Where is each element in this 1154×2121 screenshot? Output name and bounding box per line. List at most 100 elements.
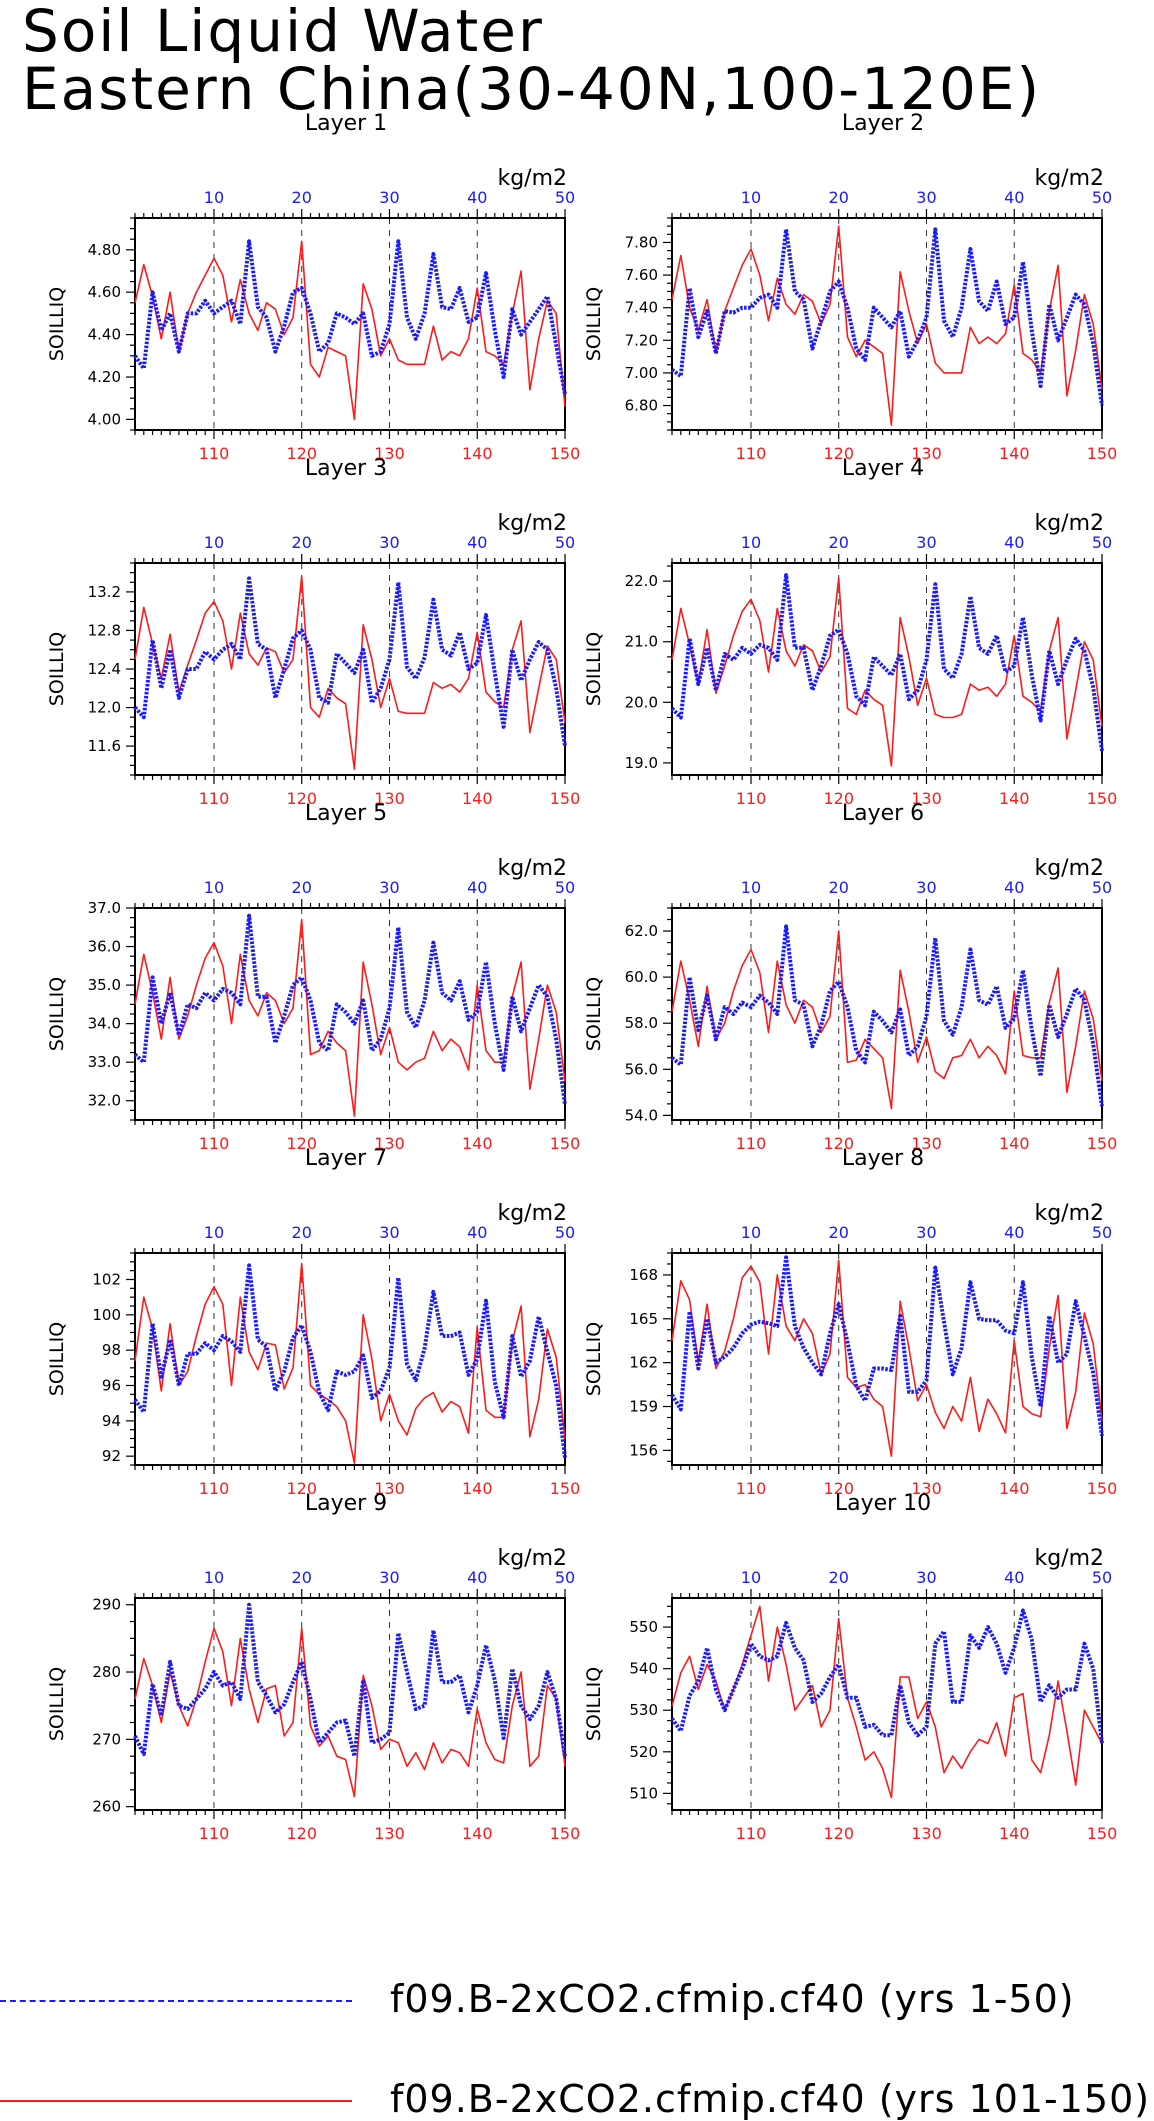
panel-4-xtick-label-bottom: 120 <box>823 789 854 808</box>
panel-10-xtick-label-bottom: 150 <box>1087 1824 1118 1843</box>
panel-10-title: Layer 10 <box>835 1491 931 1516</box>
panel-4-xtick-label-top: 40 <box>1004 533 1024 552</box>
panel-4-xtick-label-top: 50 <box>1092 533 1112 552</box>
panel-5-xtick-label-top: 10 <box>204 878 224 897</box>
panel-9-xtick-label-top: 10 <box>204 1568 224 1587</box>
panel-1-ylabel: SOILLIQ <box>46 287 68 361</box>
panel-1-ytick-label: 4.20 <box>88 368 121 386</box>
panel-6-frame <box>671 907 1103 1121</box>
panel-1-top-unit: kg/m2 <box>497 166 567 191</box>
panel-9-xtick-label-top: 50 <box>555 1568 575 1587</box>
panel-8-xtick-label-bottom: 110 <box>736 1479 767 1498</box>
panel-3-xtick-label-top: 30 <box>379 533 399 552</box>
panel-2-ytick-label: 7.80 <box>625 233 658 251</box>
panel-6-xtick-label-bottom: 150 <box>1087 1134 1118 1153</box>
legend-line-blue <box>0 2000 352 2002</box>
panel-8-ytick-label: 162 <box>629 1354 658 1372</box>
panel-2-xtick-label-bottom: 140 <box>999 444 1030 463</box>
panel-10-xtick-label-top: 50 <box>1092 1568 1112 1587</box>
panel-3-ytick-label: 11.6 <box>88 737 121 755</box>
panel-9-top-unit: kg/m2 <box>497 1546 567 1571</box>
panel-2-xtick-label-top: 30 <box>916 188 936 207</box>
panel-3-ytick-label: 13.2 <box>88 583 121 601</box>
panel-9-ytick-label: 270 <box>92 1730 121 1748</box>
panel-4-xtick-label-top: 30 <box>916 533 936 552</box>
panel-9-xtick-label-bottom: 130 <box>374 1824 405 1843</box>
panel-5-xtick-label-top: 40 <box>467 878 487 897</box>
panel-1-xtick-label-top: 40 <box>467 188 487 207</box>
panel-9-xtick-label-bottom: 140 <box>462 1824 493 1843</box>
panel-2-series-blue-line <box>670 227 1104 406</box>
panel-4-ylabel: SOILLIQ <box>583 632 605 706</box>
panel-4-xtick-label-top: 10 <box>741 533 761 552</box>
panel-2-ytick-label: 7.40 <box>625 299 658 317</box>
panel-7-xtick-label-bottom: 110 <box>199 1479 230 1498</box>
panel-5-xtick-label-bottom: 150 <box>550 1134 581 1153</box>
panel-1-ytick-label: 4.60 <box>88 283 121 301</box>
panel-8-ytick-label: 165 <box>629 1310 658 1328</box>
panel-4-ytick-label: 19.0 <box>625 754 658 772</box>
panel-2-ytick-label: 6.80 <box>625 397 658 415</box>
panel-6-ytick-label: 56.0 <box>625 1060 658 1078</box>
panel-7-xtick-label-bottom: 120 <box>286 1479 317 1498</box>
panel-4-xtick-label-bottom: 130 <box>911 789 942 808</box>
panel-5-ytick-label: 33.0 <box>88 1053 121 1071</box>
panel-8-frame <box>671 1252 1103 1466</box>
legend-label-red: f09.B-2xCO2.cfmip.cf40 (yrs 101-150) <box>390 2077 1151 2121</box>
panel-9-xtick-label-bottom: 150 <box>550 1824 581 1843</box>
panel-6-xtick-label-top: 30 <box>916 878 936 897</box>
panel-8-xtick-label-bottom: 120 <box>823 1479 854 1498</box>
panel-3-xtick-label-top: 10 <box>204 533 224 552</box>
panel-2-xtick-label-top: 10 <box>741 188 761 207</box>
panel-8-xtick-label-bottom: 150 <box>1087 1479 1118 1498</box>
panel-10-top-unit: kg/m2 <box>1034 1546 1104 1571</box>
panel-6-xtick-label-bottom: 110 <box>736 1134 767 1153</box>
panel-3-ytick-label: 12.0 <box>88 699 121 717</box>
panel-9-ytick-label: 260 <box>92 1798 121 1816</box>
panel-9-xtick-label-bottom: 120 <box>286 1824 317 1843</box>
panel-2-frame <box>671 217 1103 431</box>
panel-4-xtick-label-top: 20 <box>829 533 849 552</box>
panel-6-xtick-label-bottom: 130 <box>911 1134 942 1153</box>
panel-7-xtick-label-top: 30 <box>379 1223 399 1242</box>
panel-3-frame <box>134 562 566 776</box>
panel-3-ytick-label: 12.8 <box>88 621 121 639</box>
panel-7-ylabel: SOILLIQ <box>46 1322 68 1396</box>
panel-9-ytick-label: 280 <box>92 1663 121 1681</box>
panel-6-top-unit: kg/m2 <box>1034 856 1104 881</box>
panel-8-ylabel: SOILLIQ <box>583 1322 605 1396</box>
panel-1-xtick-label-bottom: 120 <box>286 444 317 463</box>
panel-10-ytick-label: 550 <box>629 1618 658 1636</box>
panel-6-ytick-label: 58.0 <box>625 1014 658 1032</box>
panel-4-title: Layer 4 <box>842 456 924 481</box>
panel-6-ylabel: SOILLIQ <box>583 977 605 1051</box>
panel-3-xtick-label-top: 20 <box>292 533 312 552</box>
panel-9-series-blue-line <box>133 1602 567 1759</box>
panel-5-xtick-label-top: 30 <box>379 878 399 897</box>
panel-9-title: Layer 9 <box>305 1491 387 1516</box>
panel-6-xtick-label-top: 20 <box>829 878 849 897</box>
panel-2-title: Layer 2 <box>842 111 924 136</box>
panel-1-title: Layer 1 <box>305 111 387 136</box>
panel-7-ytick-label: 100 <box>92 1306 121 1324</box>
panel-9-xtick-label-top: 20 <box>292 1568 312 1587</box>
panel-7-ytick-label: 92 <box>102 1447 121 1465</box>
panel-9-frame <box>134 1597 566 1811</box>
panel-10-xtick-label-top: 10 <box>741 1568 761 1587</box>
panel-5-ytick-label: 35.0 <box>88 976 121 994</box>
panel-10-series-blue-line <box>670 1608 1104 1744</box>
panel-10-xtick-label-bottom: 130 <box>911 1824 942 1843</box>
panel-9-series-red-line <box>134 1627 566 1798</box>
panel-10-ytick-label: 530 <box>629 1701 658 1719</box>
panel-10-xtick-label-bottom: 140 <box>999 1824 1030 1843</box>
panel-4-ytick-label: 20.0 <box>625 693 658 711</box>
panel-4-top-unit: kg/m2 <box>1034 511 1104 536</box>
panel-1-frame <box>134 217 566 431</box>
panel-7-ytick-label: 102 <box>92 1271 121 1289</box>
panel-1-xtick-label-bottom: 150 <box>550 444 581 463</box>
panel-1-xtick-label-bottom: 140 <box>462 444 493 463</box>
panel-4-xtick-label-bottom: 140 <box>999 789 1030 808</box>
panel-7-ytick-label: 98 <box>102 1341 121 1359</box>
panel-8-xtick-label-bottom: 140 <box>999 1479 1030 1498</box>
